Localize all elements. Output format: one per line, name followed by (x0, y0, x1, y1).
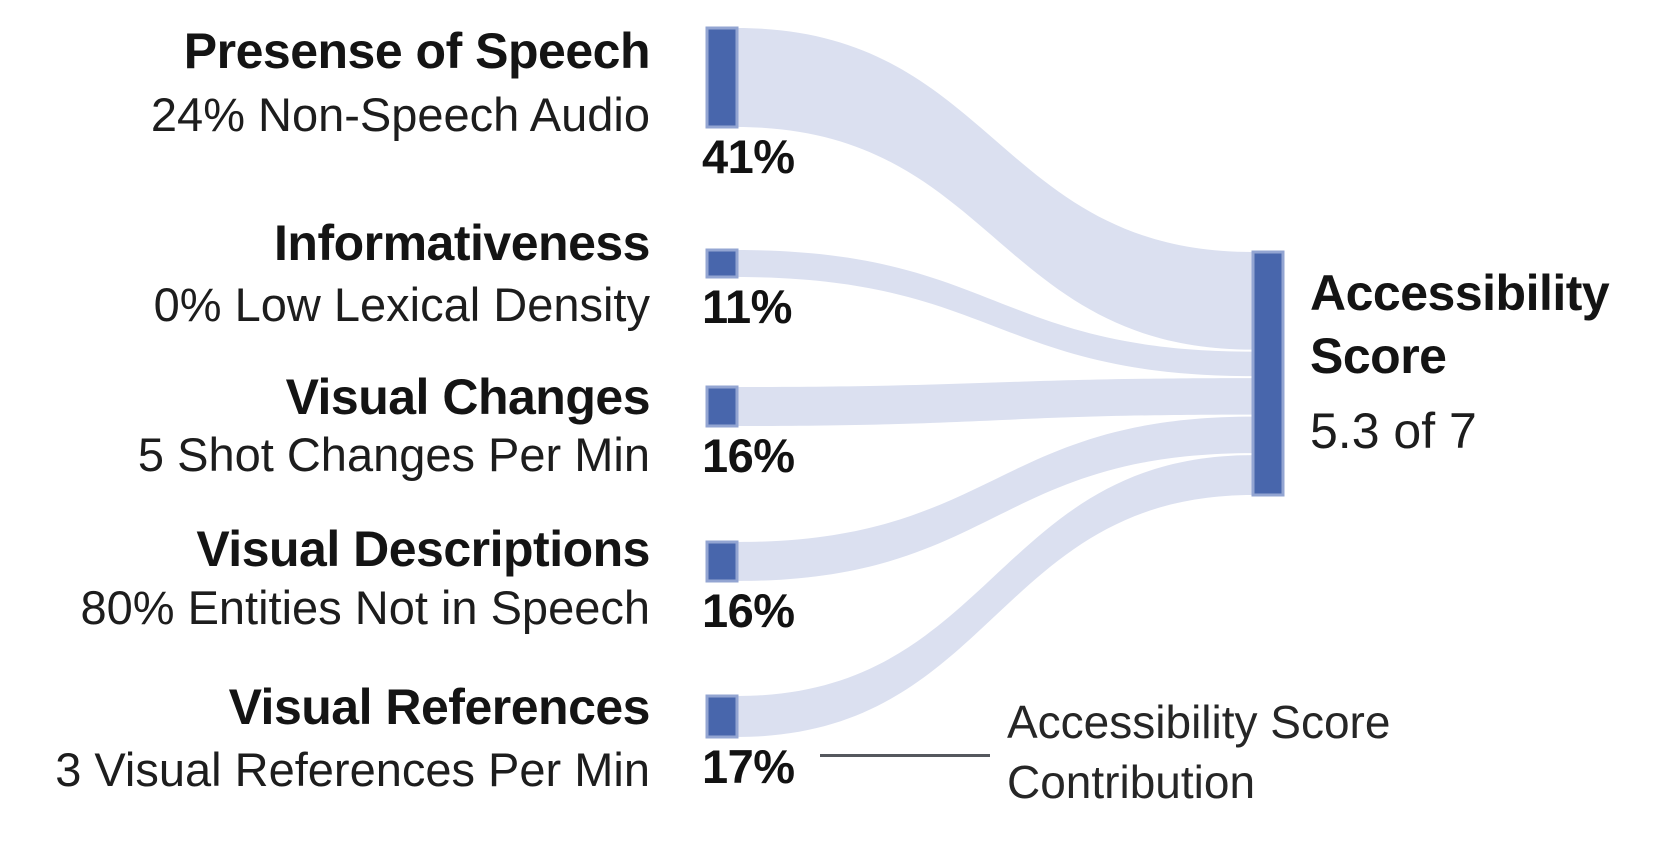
source-percent-label: 16% (702, 584, 795, 637)
node-accessibility-score (1251, 250, 1285, 497)
source-title: Informativeness (274, 215, 650, 271)
source-title: Visual References (228, 679, 651, 735)
flow-presense-of-speech (737, 28, 1253, 350)
source-subtitle: 0% Low Lexical Density (153, 278, 650, 331)
node-visual-references (705, 694, 739, 739)
annotation-callout-line (820, 754, 990, 757)
flow-visual-changes (737, 378, 1253, 426)
source-title: Visual Descriptions (196, 521, 650, 577)
node-presense-of-speech (705, 26, 739, 129)
source-subtitle: 24% Non-Speech Audio (150, 88, 650, 141)
source-subtitle: 5 Shot Changes Per Min (137, 428, 650, 481)
flow-visual-references (737, 455, 1253, 737)
source-percent-label: 11% (702, 280, 792, 333)
source-title: Visual Changes (285, 369, 651, 425)
annotation-label: Accessibility Score Contribution (1007, 696, 1391, 808)
node-visual-descriptions (705, 540, 739, 583)
source-percent-label: 16% (702, 429, 795, 482)
source-subtitle: 80% Entities Not in Speech (80, 581, 650, 634)
flow-visual-descriptions (737, 416, 1253, 581)
source-title: Presense of Speech (183, 23, 651, 79)
source-percent-label: 17% (702, 740, 795, 793)
source-percent-label: 41% (702, 130, 795, 183)
node-visual-changes (705, 385, 739, 428)
source-subtitle: 3 Visual References Per Min (55, 743, 650, 796)
node-informativeness (705, 248, 739, 279)
target-score: 5.3 of 7 (1310, 403, 1477, 459)
flow-informativeness (737, 250, 1253, 377)
target-title: Accessibility Score (1310, 265, 1610, 384)
